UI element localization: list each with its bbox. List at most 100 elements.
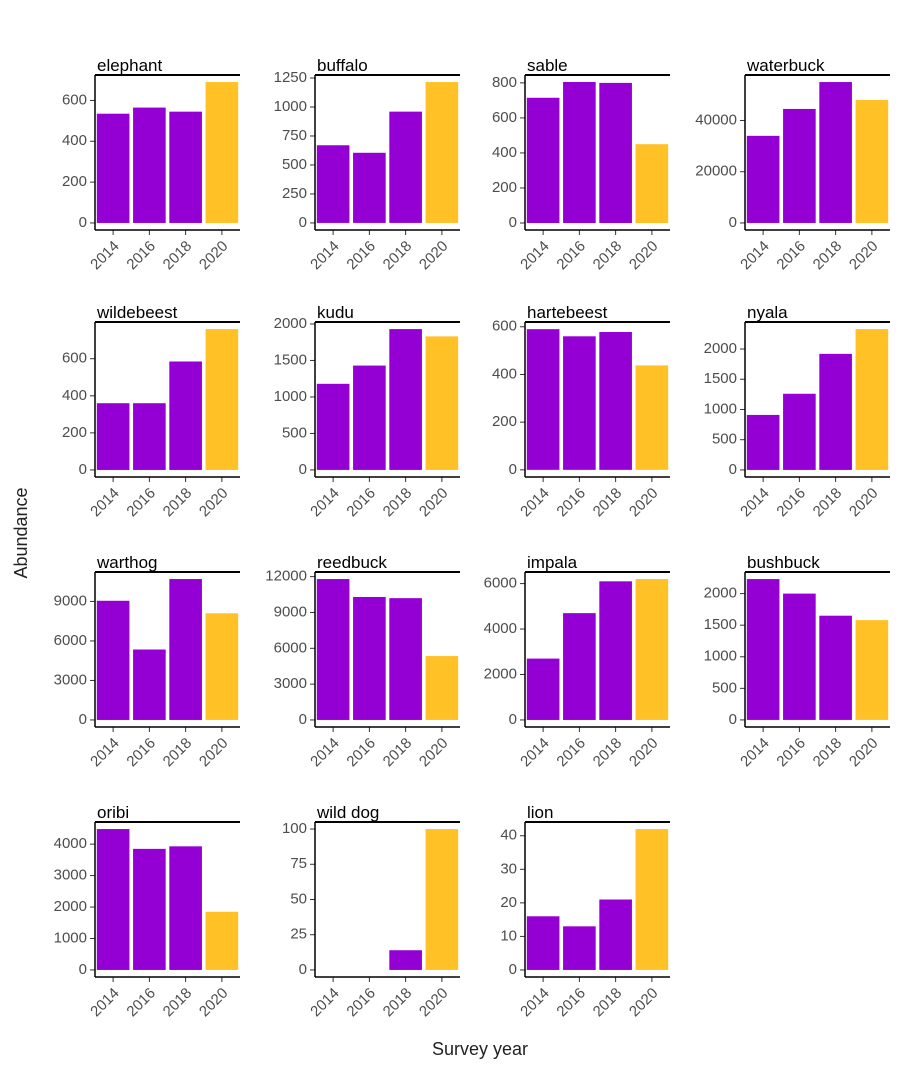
bar	[783, 593, 816, 720]
y-tick-label: 20	[500, 894, 517, 911]
x-tick-label: 2014	[307, 485, 343, 521]
bar	[425, 82, 459, 223]
bar	[169, 846, 202, 970]
y-tick-label: 2000	[54, 898, 87, 915]
x-tick-label: 2016	[343, 735, 379, 771]
y-tick-label: 0	[729, 214, 737, 231]
bar	[316, 383, 350, 470]
bar	[133, 848, 166, 970]
y-tick-label: 250	[282, 185, 307, 202]
y-tick-label: 600	[492, 318, 517, 335]
y-tick-label: 200	[62, 173, 87, 190]
bar	[316, 145, 350, 223]
y-tick-label: 1000	[274, 98, 307, 115]
x-tick-label: 2016	[343, 485, 379, 521]
y-tick-label: 800	[492, 74, 517, 91]
bar	[855, 99, 889, 223]
bar	[425, 336, 459, 470]
bar	[96, 113, 130, 223]
bar	[205, 613, 239, 720]
bar	[526, 97, 560, 223]
panel-title: kudu	[317, 303, 354, 322]
x-tick-label: 2020	[626, 238, 662, 274]
panel-title: impala	[527, 553, 578, 572]
bar	[96, 600, 130, 720]
bar	[169, 579, 202, 720]
bar	[389, 950, 422, 970]
panel-title: reedbuck	[317, 553, 387, 572]
y-tick-label: 20000	[695, 163, 737, 180]
x-tick-label: 2018	[160, 238, 196, 274]
bar	[353, 596, 386, 720]
x-tick-label: 2018	[590, 735, 626, 771]
bar	[599, 332, 632, 470]
bar	[635, 829, 669, 970]
x-tick-label: 2016	[553, 485, 589, 521]
x-tick-label: 2020	[846, 485, 882, 521]
x-tick-label: 2014	[517, 735, 553, 771]
x-tick-label: 2018	[590, 985, 626, 1021]
y-tick-label: 1000	[274, 388, 307, 405]
x-tick-label: 2018	[590, 485, 626, 521]
y-tick-label: 2000	[274, 315, 307, 332]
panel-title: bushbuck	[747, 553, 820, 572]
y-tick-label: 0	[79, 961, 87, 978]
panel-title: waterbuck	[746, 56, 825, 75]
x-axis-label: Survey year	[432, 1039, 528, 1059]
bar	[169, 111, 202, 223]
x-tick-label: 2016	[553, 238, 589, 274]
bar	[563, 613, 596, 720]
y-tick-label: 40	[500, 827, 517, 844]
y-tick-label: 0	[79, 214, 87, 231]
bar	[353, 152, 386, 223]
panel-title: lion	[527, 803, 553, 822]
y-tick-label: 30	[500, 860, 517, 877]
y-tick-label: 40000	[695, 111, 737, 128]
bar	[563, 82, 596, 223]
bar	[389, 111, 422, 223]
x-tick-label: 2020	[416, 238, 452, 274]
x-tick-label: 2020	[846, 238, 882, 274]
y-axis-label: Abundance	[11, 487, 31, 578]
y-tick-label: 0	[299, 461, 307, 478]
y-tick-label: 400	[62, 387, 87, 404]
x-tick-label: 2018	[160, 985, 196, 1021]
bar	[526, 329, 560, 470]
y-tick-label: 500	[712, 431, 737, 448]
y-tick-label: 400	[492, 365, 517, 382]
y-tick-label: 2000	[704, 340, 737, 357]
y-tick-label: 200	[62, 424, 87, 441]
y-tick-label: 9000	[274, 603, 307, 620]
bar	[425, 656, 459, 720]
bar	[599, 82, 632, 223]
y-tick-label: 1000	[704, 648, 737, 665]
y-tick-label: 0	[299, 214, 307, 231]
x-tick-label: 2020	[196, 735, 232, 771]
x-tick-label: 2016	[123, 735, 159, 771]
bar	[563, 336, 596, 470]
y-tick-label: 0	[509, 961, 517, 978]
y-tick-label: 4000	[484, 620, 517, 637]
x-tick-label: 2018	[810, 485, 846, 521]
x-tick-label: 2014	[737, 485, 773, 521]
y-tick-label: 1500	[704, 370, 737, 387]
x-tick-label: 2016	[123, 985, 159, 1021]
x-tick-label: 2014	[307, 735, 343, 771]
y-tick-label: 600	[492, 109, 517, 126]
bar	[635, 579, 669, 720]
bar	[746, 579, 780, 720]
x-tick-label: 2014	[737, 735, 773, 771]
y-tick-label: 0	[79, 711, 87, 728]
x-tick-label: 2016	[343, 238, 379, 274]
y-tick-label: 4000	[54, 835, 87, 852]
y-tick-label: 25	[290, 926, 307, 943]
x-tick-label: 2020	[626, 485, 662, 521]
y-tick-label: 10	[500, 927, 517, 944]
y-tick-label: 200	[492, 179, 517, 196]
x-tick-label: 2020	[196, 485, 232, 521]
bar	[133, 107, 166, 223]
y-tick-label: 6000	[274, 639, 307, 656]
y-tick-label: 6000	[484, 575, 517, 592]
x-tick-label: 2020	[846, 735, 882, 771]
